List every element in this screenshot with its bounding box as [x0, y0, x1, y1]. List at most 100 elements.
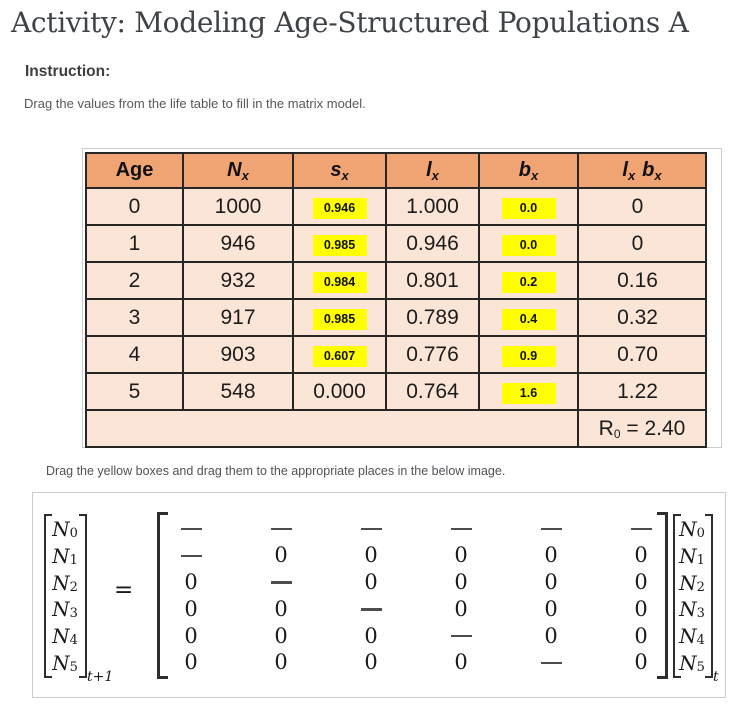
sx-value-chip[interactable]: 0.985	[312, 234, 367, 257]
header-symbol: b	[518, 158, 531, 181]
matrix-zero-cell: 0	[416, 597, 506, 621]
column-header: Nx	[182, 152, 294, 189]
matrix-zero-cell: 0	[236, 651, 326, 675]
empty-cell	[85, 409, 579, 448]
blank-dash-icon	[540, 527, 562, 531]
nx-cell: 903	[182, 335, 294, 374]
life-table-body: 0 1000 0.946 1.000 0.0 0 1 946 0.985 0.946 0.0 0 2 93…	[85, 187, 707, 448]
life-table-row: 4 903 0.607 0.776 0.9 0.70	[85, 335, 707, 374]
matrix-zero-cell: 0	[146, 571, 236, 595]
r0-symbol: R	[598, 416, 614, 440]
matrix-blank-slot[interactable]	[416, 517, 506, 541]
age-cell: 2	[85, 261, 184, 300]
zero-value: 0	[364, 543, 378, 568]
matrix-close-bracket	[657, 512, 668, 679]
r0-cell: R0 = 2.40	[577, 409, 707, 448]
matrix-zero-cell: 0	[506, 597, 596, 621]
blank-dash-icon	[180, 554, 202, 558]
zero-value: 0	[544, 623, 558, 648]
matrix-zero-cell: 0	[236, 597, 326, 621]
bx-value-chip[interactable]: 0.9	[501, 345, 556, 368]
matrix-blank-slot[interactable]	[416, 624, 506, 648]
lx-cell: 1.000	[385, 187, 480, 226]
n-subscript: 4	[69, 633, 78, 649]
n-symbol: N	[52, 570, 70, 595]
n-subscript: 1	[69, 552, 78, 568]
n-subscript: 2	[69, 579, 78, 595]
age-cell: 3	[85, 298, 184, 337]
column-header: Age	[85, 152, 184, 189]
matrix-blank-slot[interactable]	[146, 517, 236, 541]
matrix-blank-slot[interactable]	[596, 517, 686, 541]
bx-value-chip[interactable]: 0.2	[501, 271, 556, 294]
matrix-zero-cell: 0	[596, 624, 686, 648]
matrix-zero-cell: 0	[416, 651, 506, 675]
page-title: Activity: Modeling Age-Structured Popula…	[11, 6, 689, 39]
matrix-zero-cell: 0	[416, 544, 506, 568]
sx-cell: 0.985	[292, 224, 387, 263]
instruction-label: Instruction:	[25, 63, 111, 80]
bx-cell: 0.9	[478, 335, 579, 374]
header-subscript: x	[530, 167, 539, 183]
zero-value: 0	[274, 623, 288, 648]
nx-cell: 946	[182, 224, 294, 263]
n-subscript: 0	[696, 526, 705, 541]
sx-value-chip[interactable]: 0.985	[312, 308, 367, 331]
zero-value: 0	[544, 543, 558, 568]
life-table-row: 1 946 0.985 0.946 0.0 0	[85, 224, 707, 263]
n-symbol: N	[52, 624, 70, 649]
zero-value: 0	[274, 543, 288, 568]
left-vector-open-bracket	[44, 514, 52, 678]
bx-value-chip[interactable]: 0.0	[501, 197, 556, 220]
bx-value-chip[interactable]: 0.0	[501, 234, 556, 257]
life-table-header-row: Age Nx sx lx bx lx bx	[85, 152, 707, 189]
blank-dash-icon	[270, 527, 292, 531]
matrix-blank-slot[interactable]	[326, 517, 416, 541]
zero-value: 0	[364, 623, 378, 648]
bx-value-chip[interactable]: 0.4	[501, 308, 556, 331]
n-subscript: 5	[69, 659, 78, 675]
matrix-zero-cell: 0	[596, 597, 686, 621]
right-vector-time-subscript: t	[713, 669, 719, 685]
lxbx-cell: 0	[577, 224, 707, 263]
matrix-blank-slot[interactable]	[236, 571, 326, 595]
zero-value: 0	[544, 596, 558, 621]
header-subscript: x	[341, 167, 349, 183]
sx-value-chip[interactable]: 0.984	[312, 271, 367, 294]
matrix-blank-slot[interactable]	[326, 597, 416, 621]
zero-value: 0	[364, 650, 378, 675]
zero-value: 0	[364, 570, 378, 595]
drag-hint: Drag the yellow boxes and drag them to t…	[46, 464, 506, 478]
sx-value-chip[interactable]: 0.946	[312, 197, 367, 220]
zero-value: 0	[544, 570, 558, 595]
bx-value-chip[interactable]: 1.6	[501, 382, 556, 405]
matrix-zero-cell: 0	[416, 571, 506, 595]
nx-cell: 548	[182, 372, 294, 411]
matrix-row: 0 0 0 0 0	[146, 651, 686, 675]
matrix-zero-cell: 0	[326, 544, 416, 568]
bx-cell: 0.4	[478, 298, 579, 337]
n-subscript: 5	[696, 659, 705, 675]
matrix-zero-cell: 0	[236, 624, 326, 648]
column-header: sx	[292, 152, 387, 189]
matrix-blank-slot[interactable]	[236, 517, 326, 541]
column-header: bx	[478, 152, 579, 189]
header-subscript: x	[241, 167, 249, 183]
left-vector-time-subscript: t+1	[87, 669, 114, 685]
right-vector-open-bracket	[673, 514, 681, 678]
zero-value: 0	[634, 543, 648, 568]
zero-value: 0	[184, 650, 198, 675]
matrix-blank-slot[interactable]	[506, 517, 596, 541]
matrix-zero-cell: 0	[146, 651, 236, 675]
matrix-blank-slot[interactable]	[146, 544, 236, 568]
blank-dash-icon	[270, 581, 292, 584]
blank-dash-icon	[630, 527, 652, 531]
matrix-blank-slot[interactable]	[506, 651, 596, 675]
sx-value-chip[interactable]: 0.607	[312, 345, 367, 368]
zero-value: 0	[454, 596, 468, 621]
lx-cell: 0.789	[385, 298, 480, 337]
